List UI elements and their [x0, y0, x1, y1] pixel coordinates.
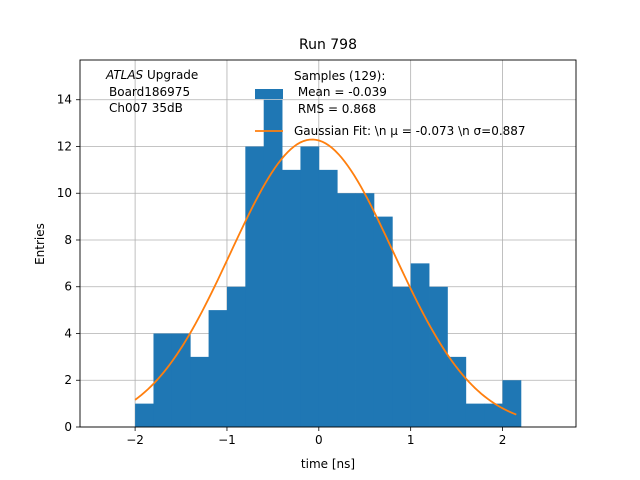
legend-samples-line-3: RMS = 0.868 [294, 102, 376, 116]
chart-title: Run 798 [299, 37, 357, 53]
histogram-bar [392, 286, 412, 427]
histogram-bar [429, 286, 448, 427]
atlas-annotation: ATLAS Upgrade Board186975 Ch007 35dB [105, 68, 198, 115]
histogram-bar [373, 216, 393, 427]
histogram-bar [135, 403, 154, 427]
annotation-line-1: ATLAS Upgrade [105, 68, 198, 82]
annotation-line-2: Board186975 [109, 85, 190, 99]
histogram-bar [410, 263, 430, 427]
histogram-bar [300, 146, 320, 427]
y-axis-ticks: 0 2 4 6 8 10 12 14 [57, 93, 80, 434]
y-tick-label: 8 [64, 233, 72, 247]
legend-samples-line-2: Mean = -0.039 [294, 85, 387, 99]
histogram-bar [153, 333, 173, 427]
histogram-bar [263, 99, 283, 427]
gaussian-fit-curve [134, 138, 517, 416]
histogram-bar [208, 310, 228, 427]
x-tick-label: 2 [499, 433, 507, 447]
annotation-line-3: Ch007 35dB [109, 101, 183, 115]
histogram-bar [318, 169, 338, 427]
histogram-bar [355, 193, 375, 427]
histogram-bar [282, 169, 301, 427]
histogram-bar [190, 356, 209, 427]
histogram-bar [171, 333, 191, 427]
x-tick-label: −2 [126, 433, 144, 447]
histogram-bar [337, 193, 356, 427]
y-tick-label: 0 [64, 420, 72, 434]
y-tick-label: 6 [64, 280, 72, 294]
y-axis-label: Entries [33, 223, 47, 265]
histogram-bar [502, 380, 522, 427]
x-tick-label: −1 [218, 433, 236, 447]
histogram-bar [245, 146, 265, 427]
x-tick-label: 1 [407, 433, 415, 447]
y-tick-label: 10 [57, 186, 72, 200]
y-tick-label: 12 [57, 139, 72, 153]
legend: Samples (129): Mean = -0.039 RMS = 0.868… [255, 69, 526, 138]
legend-samples-line-1: Samples (129): [294, 69, 385, 83]
x-axis-label: time [ns] [301, 457, 355, 471]
histogram-bar [484, 403, 503, 427]
y-tick-label: 4 [64, 326, 72, 340]
y-tick-label: 14 [57, 93, 72, 107]
plot-frame [79, 59, 577, 428]
legend-fit-label: Gaussian Fit: \n μ = -0.073 \n σ=0.887 [294, 124, 526, 138]
x-tick-label: 0 [315, 433, 323, 447]
histogram-bar [465, 403, 485, 427]
y-tick-label: 2 [64, 373, 72, 387]
histogram-bars [135, 99, 522, 427]
histogram-bar [226, 286, 246, 427]
legend-samples-patch [255, 89, 283, 99]
x-axis-ticks: −2 −1 0 1 2 [126, 427, 506, 447]
